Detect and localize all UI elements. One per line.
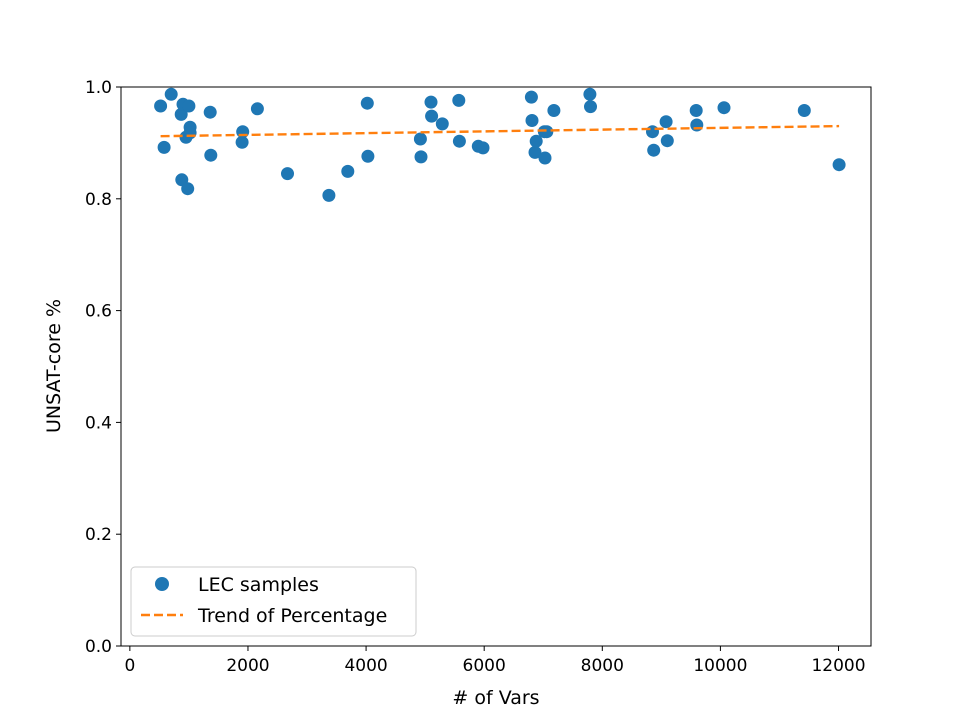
- plot-marks: [154, 87, 846, 202]
- data-point: [174, 107, 188, 121]
- data-point: [424, 95, 438, 109]
- data-point: [646, 125, 659, 139]
- x-tick-label: 0: [124, 656, 135, 676]
- data-point: [452, 134, 466, 148]
- data-point: [690, 118, 704, 132]
- data-point: [182, 99, 196, 113]
- data-point: [281, 167, 294, 181]
- data-point: [203, 105, 217, 119]
- data-point: [361, 149, 375, 163]
- x-tick-label: 2000: [226, 656, 269, 676]
- data-point: [452, 93, 466, 107]
- y-axis-label: UNSAT-core %: [43, 299, 65, 433]
- data-point: [435, 117, 449, 131]
- data-point: [425, 109, 439, 123]
- data-point: [529, 134, 543, 148]
- y-tick-label: 0.6: [85, 302, 112, 322]
- x-axis-label: # of Vars: [452, 687, 539, 709]
- legend: LEC samples Trend of Percentage: [130, 566, 417, 637]
- data-point: [204, 148, 218, 162]
- legend-marker-lec-samples: [155, 577, 169, 591]
- data-point: [540, 125, 554, 139]
- data-point: [538, 151, 552, 165]
- data-point: [154, 99, 168, 113]
- x-tick-label: 10000: [693, 656, 747, 676]
- plot-frame: [120, 86, 872, 647]
- data-point: [183, 126, 197, 140]
- data-point: [832, 158, 846, 172]
- data-point: [414, 150, 428, 164]
- x-axis-ticks: 0 2000 4000 6000 8000 10000 12000: [124, 646, 866, 676]
- data-point: [525, 114, 539, 127]
- legend-box: [130, 566, 417, 637]
- data-point: [717, 101, 731, 115]
- data-point: [341, 164, 355, 178]
- x-tick-label: 4000: [344, 656, 387, 676]
- data-point: [181, 182, 195, 196]
- y-tick-label: 0.2: [85, 525, 112, 545]
- data-point: [236, 125, 250, 139]
- y-tick-label: 0.0: [85, 637, 112, 657]
- data-point: [250, 102, 264, 116]
- y-tick-label: 0.8: [85, 190, 112, 210]
- y-axis-ticks: 0.0 0.2 0.4 0.6 0.8 1.0: [85, 78, 121, 657]
- data-point: [647, 143, 661, 157]
- data-point: [235, 135, 249, 149]
- data-point: [583, 87, 597, 101]
- data-point: [360, 96, 374, 110]
- data-point: [524, 90, 538, 104]
- data-point: [157, 140, 171, 154]
- x-tick-label: 8000: [581, 656, 624, 676]
- data-point: [164, 87, 178, 101]
- y-tick-label: 1.0: [85, 78, 112, 98]
- data-point: [322, 188, 336, 202]
- legend-label-lec-samples: LEC samples: [198, 574, 319, 596]
- trend-line: [160, 124, 840, 138]
- data-point: [797, 104, 811, 117]
- y-tick-label: 0.4: [85, 413, 112, 433]
- data-point: [584, 100, 597, 114]
- data-point: [547, 104, 561, 117]
- x-tick-label: 12000: [811, 656, 865, 676]
- data-point: [660, 134, 674, 148]
- data-point: [476, 141, 490, 155]
- legend-label-trend: Trend of Percentage: [197, 605, 387, 627]
- data-point: [528, 145, 542, 159]
- data-point: [659, 115, 673, 129]
- data-point: [413, 132, 427, 146]
- x-tick-label: 6000: [463, 656, 506, 676]
- data-point: [689, 104, 703, 117]
